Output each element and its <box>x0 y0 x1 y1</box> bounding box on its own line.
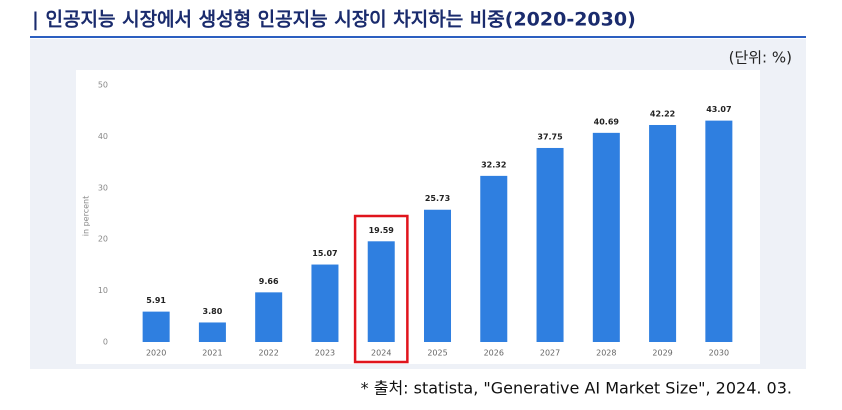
x-tick-label: 2023 <box>315 349 335 358</box>
x-tick-label: 2025 <box>427 349 447 358</box>
data-label: 25.73 <box>425 194 450 203</box>
data-label: 43.07 <box>706 105 731 114</box>
bar <box>255 292 283 342</box>
bar <box>423 209 452 342</box>
data-label: 3.80 <box>203 307 223 316</box>
bar <box>536 147 564 342</box>
y-tick-label: 0 <box>103 338 108 347</box>
source: * 출처: statista, "Generative AI Market Si… <box>361 379 792 398</box>
data-label: 19.59 <box>369 226 395 235</box>
bar <box>198 322 226 342</box>
x-tick-label: 2026 <box>484 349 504 358</box>
bar <box>592 132 620 342</box>
x-tick-label: 2020 <box>146 349 166 358</box>
x-tick-label: 2030 <box>709 349 729 358</box>
bar <box>480 175 508 342</box>
data-label: 40.69 <box>594 117 620 126</box>
data-label: 15.07 <box>312 249 337 258</box>
bar <box>649 124 677 342</box>
data-label: 9.66 <box>259 277 279 286</box>
data-label: 32.32 <box>481 160 506 169</box>
data-label: 5.91 <box>146 296 166 305</box>
y-tick-label: 40 <box>98 132 108 141</box>
x-tick-label: 2024 <box>371 349 391 358</box>
y-tick-label: 20 <box>98 235 108 244</box>
bar <box>142 311 170 342</box>
highlight-box <box>353 214 409 364</box>
unit-label: (단위: %) <box>729 49 792 67</box>
y-tick-label: 10 <box>98 286 108 295</box>
y-axis-label: in percent <box>82 196 91 236</box>
y-tick-label: 50 <box>98 81 108 90</box>
title: | 인공지능 시장에서 생성형 인공지능 시장이 차지하는 비중(2020-20… <box>32 9 636 31</box>
bar <box>311 264 339 342</box>
x-tick-label: 2022 <box>259 349 279 358</box>
data-label: 42.22 <box>650 109 675 118</box>
y-tick-label: 30 <box>98 183 108 192</box>
x-tick-label: 2027 <box>540 349 560 358</box>
chart-panel <box>76 70 760 364</box>
bar <box>705 120 733 342</box>
bar <box>367 241 395 342</box>
data-label: 37.75 <box>537 132 563 141</box>
x-tick-label: 2028 <box>596 349 616 358</box>
x-tick-label: 2021 <box>202 349 222 358</box>
x-tick-label: 2029 <box>652 349 672 358</box>
